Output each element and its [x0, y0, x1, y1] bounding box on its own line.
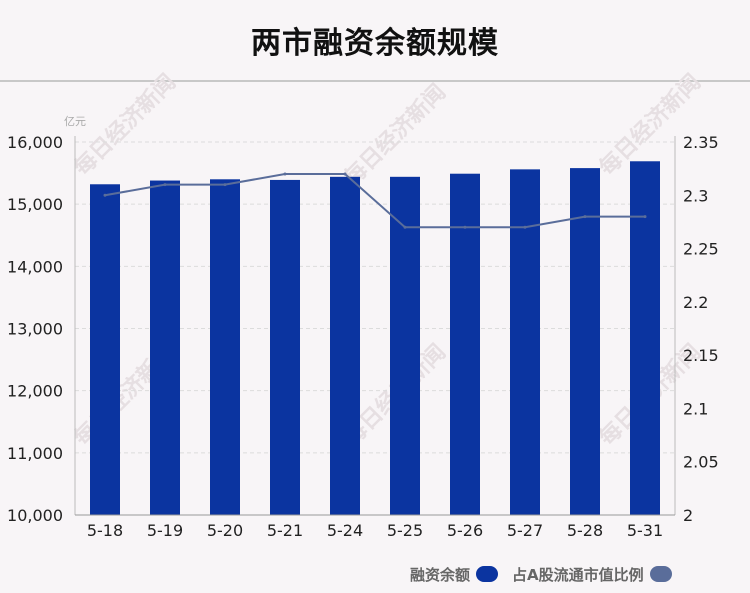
tick-labels: 亿元 10,000 11,000 12,000 13,000 14,000 15,000 16… [7, 115, 719, 540]
legend-swatch-ratio [649, 566, 672, 582]
legend: 融资余额 占A股流通市值比例 [410, 563, 686, 585]
bar [150, 180, 180, 515]
line-path [104, 172, 645, 229]
legend-label-balance: 融资余额 [410, 565, 471, 584]
y-axis-unit-label: 亿元 [64, 115, 86, 128]
line-point [643, 215, 647, 219]
line-point [523, 225, 527, 229]
y-left-tick-label: 10,000 [7, 506, 63, 525]
title-divider [0, 80, 750, 82]
line-series [103, 172, 647, 229]
bar-series [90, 161, 660, 516]
legend-item-ratio: 占A股流通市值比例 [512, 564, 672, 585]
bar [570, 168, 600, 516]
y-right-tick-label: 2.05 [683, 453, 719, 472]
legend-swatch-balance [476, 566, 499, 582]
y-right-tick-label: 2.15 [683, 346, 719, 365]
line-point [463, 225, 467, 229]
x-tick-label: 5-24 [327, 521, 363, 540]
y-left-tick-label: 16,000 [7, 133, 63, 152]
axes [74, 136, 676, 516]
bar [510, 169, 540, 515]
line-point [403, 225, 407, 229]
bar [210, 179, 240, 516]
line-point [343, 172, 347, 176]
x-tick-label: 5-19 [147, 521, 183, 540]
line-point [223, 183, 227, 187]
bar [90, 184, 120, 516]
x-tick-label: 5-27 [507, 521, 543, 540]
legend-item-balance: 融资余额 [410, 564, 499, 585]
y-right-tick-label: 2.25 [683, 240, 719, 259]
x-tick-label: 5-20 [207, 521, 243, 540]
bar [330, 176, 360, 515]
bar [390, 176, 420, 515]
bar [630, 161, 660, 515]
bar [450, 173, 480, 515]
y-left-tick-label: 12,000 [7, 382, 63, 401]
line-point [283, 172, 287, 176]
chart-title: 两市融资余额规模 [251, 26, 499, 61]
x-tick-label: 5-21 [267, 521, 303, 540]
y-left-tick-label: 15,000 [7, 195, 63, 214]
line-point [103, 193, 107, 197]
x-tick-label: 5-28 [567, 521, 603, 540]
x-tick-label: 5-31 [627, 521, 663, 540]
line-point [583, 215, 587, 219]
y-left-tick-label: 14,000 [7, 257, 63, 276]
x-tick-label: 5-18 [87, 521, 123, 540]
y-right-tick-label: 2.35 [683, 133, 719, 152]
x-tick-label: 5-25 [387, 521, 423, 540]
y-right-tick-label: 2.2 [683, 293, 708, 312]
y-left-tick-label: 13,000 [7, 320, 63, 339]
y-right-tick-label: 2.3 [683, 186, 708, 205]
y-right-tick-label: 2.1 [683, 399, 708, 418]
y-right-tick-label: 2 [683, 506, 693, 525]
watermark-text: 每日经济新闻 [339, 79, 451, 191]
bar [270, 179, 300, 515]
chart: 每日经济新闻每日经济新闻每日经济新闻每日经济新闻每日经济新闻每日经济新闻 亿元1… [7, 69, 719, 540]
legend-label-ratio: 占A股流通市值比例 [512, 565, 644, 584]
y-left-tick-label: 11,000 [7, 444, 63, 463]
line-point [163, 183, 167, 187]
x-tick-label: 5-26 [447, 521, 483, 540]
